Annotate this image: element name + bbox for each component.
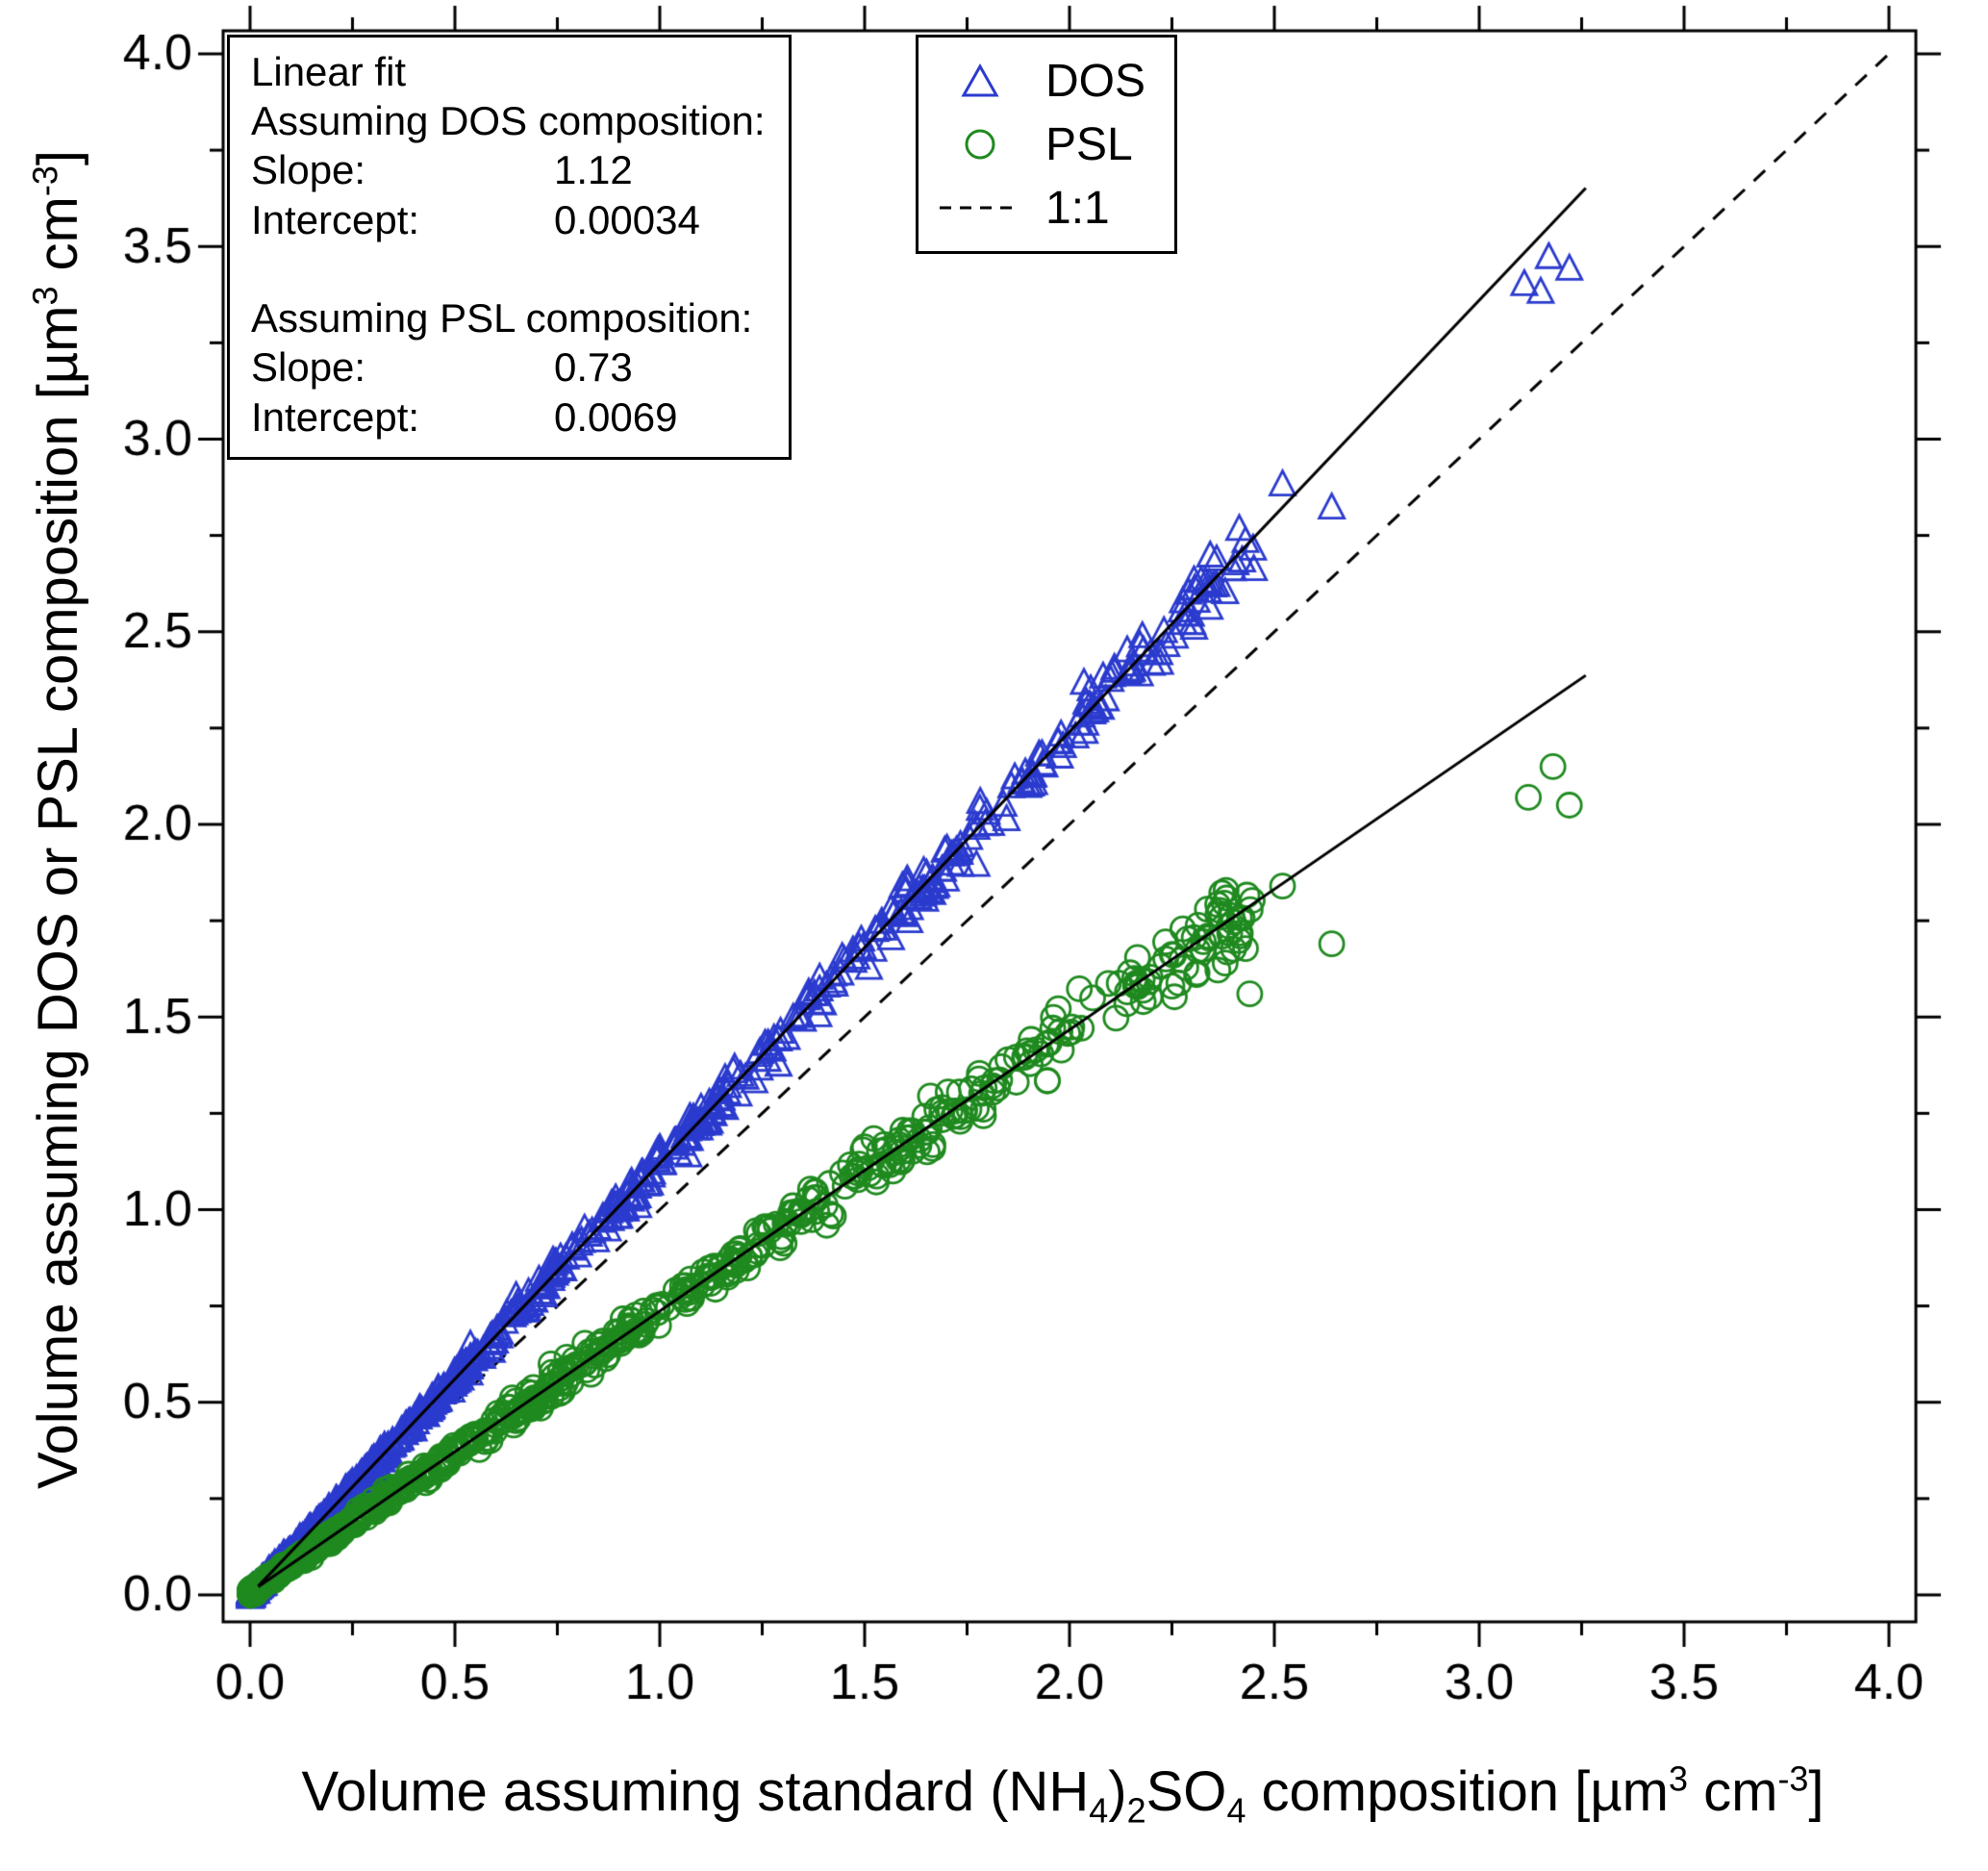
- annotation-label: Slope:: [251, 147, 366, 193]
- annotation-label: Intercept:: [251, 196, 420, 242]
- dos-triangle-icon: [936, 63, 1024, 98]
- y-axis-title: Volume assuming DOS or PSL composition […: [25, 150, 89, 1489]
- psl-circle-icon: [936, 127, 1024, 162]
- legend-label-psl: PSL: [1045, 118, 1133, 170]
- legend-item-dos: DOS: [936, 49, 1145, 113]
- annotation-line: Assuming DOS composition:: [251, 96, 766, 145]
- annotation-value: 1.12: [554, 147, 633, 193]
- annotation-label: Assuming PSL composition:: [251, 295, 753, 341]
- annotation-value: 0.00034: [554, 196, 700, 242]
- annotation-line: Assuming PSL composition:: [251, 293, 766, 342]
- annotation-line: Slope: 0.73: [251, 342, 766, 392]
- annotation-value: 0.73: [554, 344, 633, 391]
- legend-item-one-to-one: 1:1: [936, 176, 1145, 240]
- legend: DOS PSL 1:1: [916, 35, 1178, 254]
- legend-label-dos: DOS: [1045, 55, 1146, 107]
- annotation-line: [251, 244, 766, 293]
- annotation-label: Slope:: [251, 344, 366, 391]
- annotation-label: Assuming DOS composition:: [251, 98, 766, 144]
- fit-annotation-box: Linear fit Assuming DOS composition: Slo…: [227, 35, 792, 460]
- annotation-label: Intercept:: [251, 393, 420, 440]
- annotation-line: Linear fit: [251, 47, 766, 96]
- annotation-line: Intercept: 0.0069: [251, 392, 766, 442]
- x-axis-title: Volume assuming standard (NH4)2SO4 compo…: [301, 1758, 1824, 1831]
- annotation-label: Linear fit: [251, 49, 407, 94]
- legend-item-psl: PSL: [936, 113, 1145, 176]
- annotation-line: Intercept: 0.00034: [251, 195, 766, 244]
- dashed-line-icon: [936, 190, 1024, 225]
- annotation-line: Slope: 1.12: [251, 145, 766, 194]
- annotation-value: 0.0069: [554, 393, 678, 440]
- legend-label-one-to-one: 1:1: [1045, 182, 1110, 234]
